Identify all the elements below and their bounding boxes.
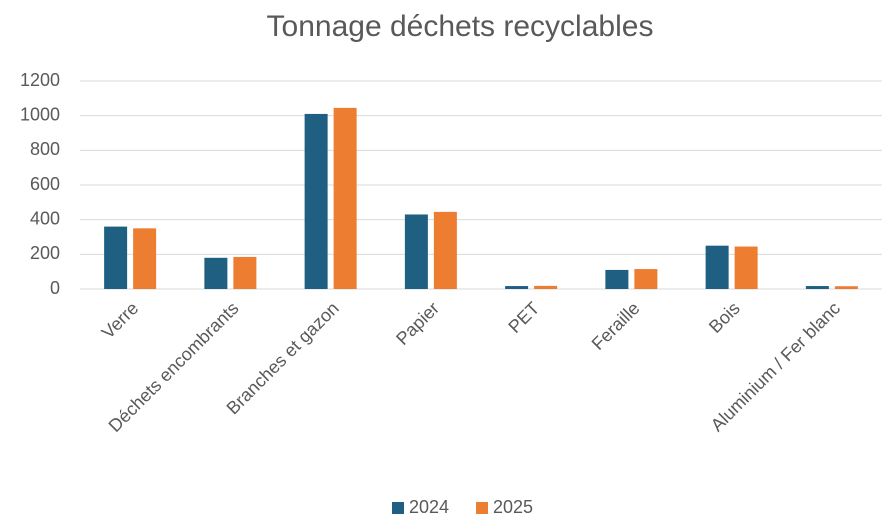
bar xyxy=(133,228,157,289)
x-tick-label: Verre xyxy=(98,298,143,343)
bar xyxy=(834,286,858,289)
chart-title: Tonnage déchets recyclables xyxy=(267,10,654,43)
x-tick-label: Branches et gazon xyxy=(223,298,343,418)
bar xyxy=(734,246,758,289)
bar xyxy=(304,113,328,289)
legend-swatch xyxy=(392,502,404,514)
y-tick-label: 600 xyxy=(30,174,60,194)
legend-label: 2025 xyxy=(493,497,533,517)
bar xyxy=(605,269,629,289)
x-tick-label: PET xyxy=(504,298,543,337)
bar xyxy=(433,211,457,289)
bar xyxy=(505,286,529,289)
bar xyxy=(104,226,128,289)
y-tick-label: 400 xyxy=(30,208,60,228)
legend-label: 2024 xyxy=(409,497,449,517)
x-tick-label: Bois xyxy=(705,298,744,337)
y-tick-label: 800 xyxy=(30,139,60,159)
bar xyxy=(404,214,428,289)
y-tick-label: 1000 xyxy=(20,104,60,124)
x-tick-label: Feraille xyxy=(588,298,644,354)
bar xyxy=(333,107,357,289)
bar xyxy=(805,286,829,289)
legend-swatch xyxy=(476,502,488,514)
bar xyxy=(233,256,257,289)
bar xyxy=(634,269,658,289)
y-tick-label: 1200 xyxy=(20,70,60,90)
y-tick-label: 200 xyxy=(30,243,60,263)
y-tick-label: 0 xyxy=(50,278,60,298)
bar xyxy=(204,257,228,289)
bar xyxy=(534,285,558,289)
x-tick-label: Papier xyxy=(392,298,443,349)
bar xyxy=(705,245,729,289)
